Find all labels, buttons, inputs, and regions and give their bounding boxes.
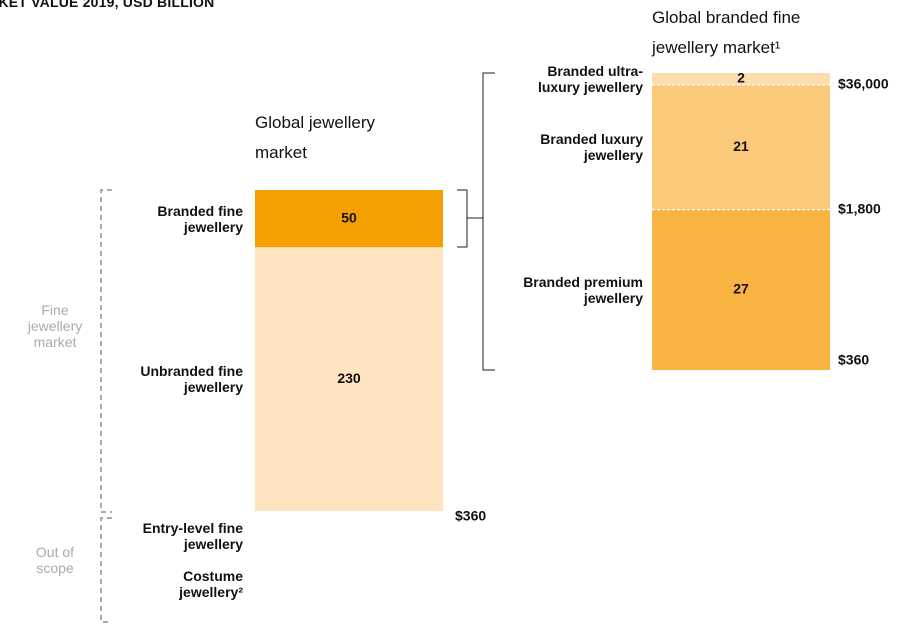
group-label: Fine jewellery market <box>27 302 83 350</box>
out-of-scope-label: Entry-level fine jewellery <box>142 520 243 552</box>
value-label: 27 <box>733 281 749 297</box>
chart-title: Global jewellery market <box>255 113 375 162</box>
large-bracket <box>482 72 495 371</box>
price-label: $360 <box>838 352 869 368</box>
value-label: 21 <box>733 138 749 154</box>
group-label: Out of scope <box>35 544 75 576</box>
value-label: 230 <box>337 370 361 386</box>
segment-label: Branded premium jewellery <box>523 273 643 306</box>
small-bracket <box>457 189 468 248</box>
bar-segment <box>255 247 443 512</box>
out-of-scope-label: Costume jewellery² <box>179 568 243 600</box>
chart-title: Global branded fine jewellery market¹ <box>652 8 801 57</box>
bar-segment <box>255 190 443 248</box>
fine-bracket <box>100 189 112 513</box>
bar-segment <box>652 84 830 210</box>
segment-label: Unbranded fine jewellery <box>140 363 243 396</box>
page-title: MARKET VALUE 2019, USD BILLION <box>0 0 215 10</box>
scope-bracket <box>100 517 112 623</box>
bar-segment <box>652 209 830 370</box>
segment-label: Branded fine jewellery <box>157 202 243 235</box>
scope-brackets <box>100 189 112 623</box>
price-label: $1,800 <box>838 200 881 216</box>
bar-segment <box>652 73 830 85</box>
price-label: $36,000 <box>838 76 889 92</box>
value-label: 50 <box>341 209 357 225</box>
segment-label: Branded luxury jewellery <box>540 131 643 164</box>
segment-label: Branded ultra-luxury jewellery <box>537 62 643 95</box>
zoom-bracket <box>457 72 495 371</box>
price-label: $360 <box>455 508 486 524</box>
value-label: 2 <box>737 70 745 86</box>
